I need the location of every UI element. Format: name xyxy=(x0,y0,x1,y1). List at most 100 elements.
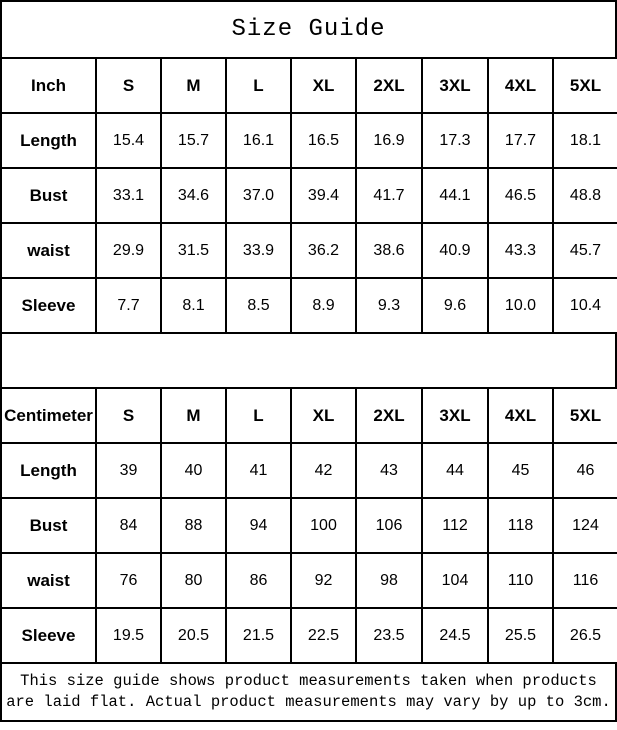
size-header-row: Inch S M L XL 2XL 3XL 4XL 5XL xyxy=(0,57,617,114)
measurement-value: 23.5 xyxy=(355,607,423,664)
measurement-value: 80 xyxy=(160,552,227,609)
measurement-value: 40 xyxy=(160,442,227,499)
row-label: Length xyxy=(0,112,97,169)
measurement-value: 8.1 xyxy=(160,277,227,334)
unit-header-cell: Centimeter xyxy=(0,387,97,444)
measurement-value: 40.9 xyxy=(421,222,489,279)
measurement-value: 9.6 xyxy=(421,277,489,334)
measurement-value: 110 xyxy=(487,552,554,609)
measurement-row: Bust 84 88 94 100 106 112 118 124 xyxy=(0,497,617,554)
measurement-value: 94 xyxy=(225,497,292,554)
measurement-value: 8.5 xyxy=(225,277,292,334)
measurement-value: 17.3 xyxy=(421,112,489,169)
measurement-value: 19.5 xyxy=(95,607,162,664)
size-table-centimeter: Centimeter S M L XL 2XL 3XL 4XL 5XL Length 39 40 41 4… xyxy=(0,387,617,664)
measurement-value: 33.9 xyxy=(225,222,292,279)
measurement-value: 31.5 xyxy=(160,222,227,279)
size-header-row: Centimeter S M L XL 2XL 3XL 4XL 5XL xyxy=(0,387,617,444)
row-label: Bust xyxy=(0,167,97,224)
size-column-header: 2XL xyxy=(355,57,423,114)
size-column-header: S xyxy=(95,387,162,444)
measurement-value: 43.3 xyxy=(487,222,554,279)
measurement-value: 33.1 xyxy=(95,167,162,224)
measurement-value: 92 xyxy=(290,552,357,609)
measurement-value: 18.1 xyxy=(552,112,617,169)
row-label: Sleeve xyxy=(0,277,97,334)
size-guide-title: Size Guide xyxy=(0,0,617,57)
measurement-row: Bust 33.1 34.6 37.0 39.4 41.7 44.1 46.5 48.8 xyxy=(0,167,617,224)
measurement-value: 84 xyxy=(95,497,162,554)
row-label: Bust xyxy=(0,497,97,554)
row-label: waist xyxy=(0,222,97,279)
measurement-value: 45 xyxy=(487,442,554,499)
measurement-value: 22.5 xyxy=(290,607,357,664)
measurement-value: 100 xyxy=(290,497,357,554)
row-label: Length xyxy=(0,442,97,499)
measurement-value: 41 xyxy=(225,442,292,499)
measurement-value: 15.7 xyxy=(160,112,227,169)
measurement-value: 16.5 xyxy=(290,112,357,169)
size-column-header: 2XL xyxy=(355,387,423,444)
measurement-value: 8.9 xyxy=(290,277,357,334)
measurement-value: 29.9 xyxy=(95,222,162,279)
size-column-header: S xyxy=(95,57,162,114)
measurement-value: 124 xyxy=(552,497,617,554)
measurement-value: 46.5 xyxy=(487,167,554,224)
size-column-header: XL xyxy=(290,387,357,444)
measurement-row: Length 39 40 41 42 43 44 45 46 xyxy=(0,442,617,499)
size-column-header: M xyxy=(160,387,227,444)
size-guide-footnote: This size guide shows product measuremen… xyxy=(0,664,617,722)
measurement-value: 104 xyxy=(421,552,489,609)
measurement-value: 44.1 xyxy=(421,167,489,224)
size-column-header: 5XL xyxy=(552,387,617,444)
measurement-row: waist 29.9 31.5 33.9 36.2 38.6 40.9 43.3 45.7 xyxy=(0,222,617,279)
size-column-header: 4XL xyxy=(487,387,554,444)
size-column-header: L xyxy=(225,57,292,114)
measurement-row: Length 15.4 15.7 16.1 16.5 16.9 17.3 17.7 18.1 xyxy=(0,112,617,169)
measurement-value: 88 xyxy=(160,497,227,554)
measurement-row: waist 76 80 86 92 98 104 110 116 xyxy=(0,552,617,609)
measurement-value: 17.7 xyxy=(487,112,554,169)
unit-header-cell: Inch xyxy=(0,57,97,114)
measurement-value: 9.3 xyxy=(355,277,423,334)
measurement-value: 118 xyxy=(487,497,554,554)
measurement-value: 7.7 xyxy=(95,277,162,334)
measurement-value: 86 xyxy=(225,552,292,609)
size-column-header: 5XL xyxy=(552,57,617,114)
measurement-value: 37.0 xyxy=(225,167,292,224)
measurement-value: 21.5 xyxy=(225,607,292,664)
measurement-value: 25.5 xyxy=(487,607,554,664)
measurement-value: 34.6 xyxy=(160,167,227,224)
size-column-header: 3XL xyxy=(421,57,489,114)
measurement-value: 26.5 xyxy=(552,607,617,664)
measurement-value: 10.0 xyxy=(487,277,554,334)
measurement-value: 106 xyxy=(355,497,423,554)
footnote-line-1: This size guide shows product measuremen… xyxy=(20,672,597,691)
size-column-header: XL xyxy=(290,57,357,114)
measurement-value: 112 xyxy=(421,497,489,554)
measurement-value: 46 xyxy=(552,442,617,499)
measurement-value: 48.8 xyxy=(552,167,617,224)
measurement-value: 39.4 xyxy=(290,167,357,224)
measurement-value: 41.7 xyxy=(355,167,423,224)
page-title: Size Guide xyxy=(231,16,386,43)
measurement-value: 10.4 xyxy=(552,277,617,334)
measurement-value: 116 xyxy=(552,552,617,609)
table-spacer-row xyxy=(0,334,617,387)
size-column-header: L xyxy=(225,387,292,444)
measurement-value: 38.6 xyxy=(355,222,423,279)
row-label: waist xyxy=(0,552,97,609)
measurement-value: 44 xyxy=(421,442,489,499)
size-column-header: 3XL xyxy=(421,387,489,444)
measurement-value: 42 xyxy=(290,442,357,499)
measurement-value: 20.5 xyxy=(160,607,227,664)
size-table-inch: Inch S M L XL 2XL 3XL 4XL 5XL Length 15.4 15.7 16.1 1… xyxy=(0,57,617,334)
measurement-value: 45.7 xyxy=(552,222,617,279)
measurement-value: 98 xyxy=(355,552,423,609)
measurement-row: Sleeve 19.5 20.5 21.5 22.5 23.5 24.5 25.5 26.5 xyxy=(0,607,617,664)
measurement-value: 39 xyxy=(95,442,162,499)
measurement-value: 15.4 xyxy=(95,112,162,169)
footnote-line-2: are laid flat. Actual product measuremen… xyxy=(6,693,611,711)
inch-table-container: Inch S M L XL 2XL 3XL 4XL 5XL Length 15.4 15.7 16.1 1… xyxy=(0,57,617,334)
